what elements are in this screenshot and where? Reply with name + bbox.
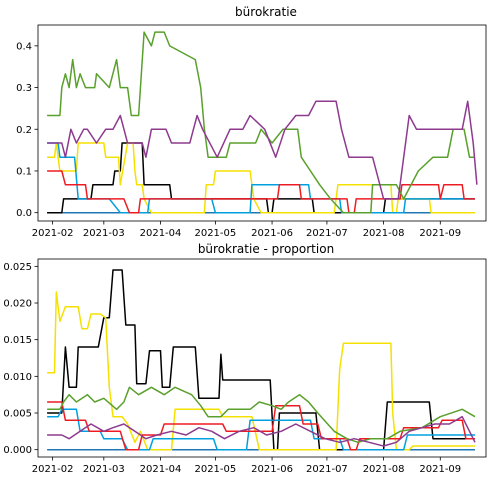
x-tick-label: 2021-07 — [306, 228, 348, 239]
x-tick-label: 2021-04 — [140, 228, 182, 239]
chart-burokratie-proportion: bürokratie - proportion 2021-02 2021-03 20… — [3, 242, 487, 475]
y-tick-label: 0.4 — [16, 41, 32, 52]
chart-burokratie: bürokratie 2021-02 2021-03 2021-04 2021-05 2… — [16, 5, 487, 239]
x-tick-label: 2021-02 — [32, 228, 74, 239]
x-tick-label: 2021-05 — [194, 464, 236, 475]
plot-frame — [37, 24, 487, 222]
y-tick-label: 0.0 — [16, 208, 32, 219]
x-tick-label: 2021-08 — [363, 228, 405, 239]
series-line-4 — [47, 401, 475, 451]
y-tick-label: 0.015 — [3, 335, 32, 346]
x-tick-label: 2021-06 — [251, 228, 293, 239]
series-line-1 — [47, 269, 475, 451]
x-tick-label: 2021-06 — [251, 464, 293, 475]
x-tick-label: 2021-08 — [363, 464, 405, 475]
x-tick-label: 2021-09 — [419, 228, 461, 239]
x-tick-label: 2021-03 — [83, 228, 125, 239]
y-tick-label: 0.1 — [16, 166, 32, 177]
chart-title: bürokratie — [235, 5, 297, 19]
series-line-6 — [47, 100, 478, 200]
y-tick-label: 0.010 — [3, 372, 32, 383]
y-tick-label: 0.2 — [16, 125, 32, 136]
series-line-3 — [47, 142, 475, 214]
series-line-6 — [47, 415, 476, 447]
series-line-5 — [47, 386, 476, 444]
y-tick-label: 0.025 — [3, 262, 32, 273]
plot-frame — [37, 258, 487, 458]
series-line-5 — [47, 31, 475, 214]
series-line-2 — [47, 142, 475, 214]
y-tick-label: 0.005 — [3, 409, 32, 420]
chart-title: bürokratie - proportion — [198, 242, 334, 256]
x-tick-label: 2021-09 — [419, 464, 461, 475]
series-line-2 — [47, 291, 475, 451]
x-tick-label: 2021-07 — [306, 464, 348, 475]
y-tick-label: 0.3 — [16, 83, 32, 94]
y-tick-label: 0.000 — [3, 445, 32, 456]
series-line-4 — [47, 170, 475, 214]
y-tick-label: 0.020 — [3, 299, 32, 310]
series-line-1 — [47, 142, 475, 214]
x-tick-label: 2021-02 — [32, 464, 74, 475]
x-tick-label: 2021-04 — [140, 464, 182, 475]
x-tick-label: 2021-03 — [83, 464, 125, 475]
x-tick-label: 2021-05 — [194, 228, 236, 239]
